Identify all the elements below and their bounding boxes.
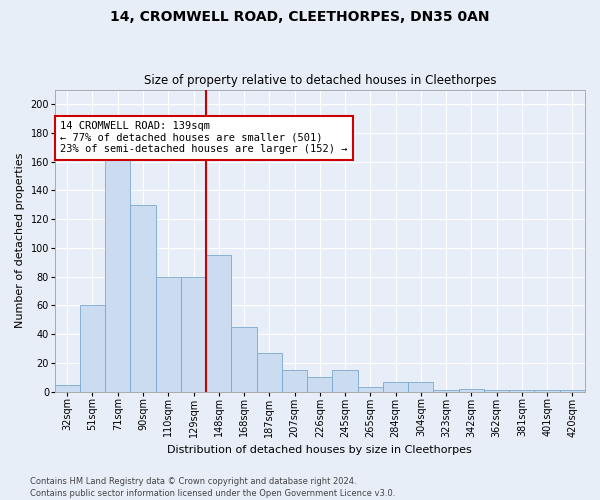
Bar [484,390,509,392]
Bar [560,390,585,392]
Bar [181,276,206,392]
X-axis label: Distribution of detached houses by size in Cleethorpes: Distribution of detached houses by size … [167,445,472,455]
Bar [257,353,282,392]
Bar [307,378,332,392]
Bar [433,390,459,392]
Bar [383,382,408,392]
Text: 14, CROMWELL ROAD, CLEETHORPES, DN35 0AN: 14, CROMWELL ROAD, CLEETHORPES, DN35 0AN [110,10,490,24]
Bar [130,204,155,392]
Text: 14 CROMWELL ROAD: 139sqm
← 77% of detached houses are smaller (501)
23% of semi-: 14 CROMWELL ROAD: 139sqm ← 77% of detach… [60,122,347,154]
Bar [206,255,232,392]
Bar [282,370,307,392]
Bar [535,390,560,392]
Bar [232,327,257,392]
Text: Contains HM Land Registry data © Crown copyright and database right 2024.
Contai: Contains HM Land Registry data © Crown c… [30,476,395,498]
Bar [408,382,433,392]
Bar [80,306,105,392]
Bar [105,154,130,392]
Title: Size of property relative to detached houses in Cleethorpes: Size of property relative to detached ho… [143,74,496,87]
Bar [509,390,535,392]
Bar [459,389,484,392]
Bar [358,388,383,392]
Y-axis label: Number of detached properties: Number of detached properties [15,153,25,328]
Bar [332,370,358,392]
Bar [55,384,80,392]
Bar [155,276,181,392]
